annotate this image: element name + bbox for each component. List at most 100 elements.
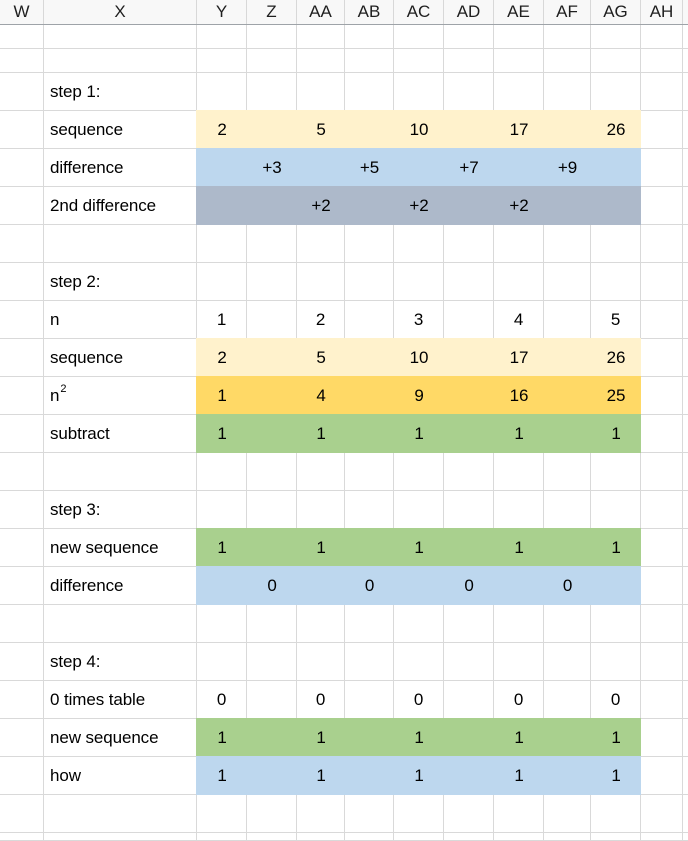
cell-AA-r6[interactable]: +2 [311,195,331,215]
cell-AD-r16[interactable]: 0 [464,575,474,595]
cell-W-r13[interactable] [0,453,44,490]
cell-AH-r12[interactable] [641,415,683,452]
cell-col13-r15[interactable] [683,529,688,566]
cell-AH-r20[interactable] [641,719,683,756]
cell-AA-r20[interactable]: 1 [316,727,326,747]
cell-AB-r20[interactable] [345,719,394,756]
col-header-AB[interactable]: AB [345,0,394,24]
cell-AA-r22[interactable] [297,795,345,832]
cell-Y-r9[interactable]: 1 [197,301,247,338]
cell-W-r20[interactable] [0,719,44,756]
cell-AF-r13[interactable] [544,453,591,490]
cell-AA-r9[interactable]: 2 [297,301,345,338]
cell-AE-r22[interactable] [494,795,544,832]
cell-AG-r14[interactable] [591,491,641,528]
cell-AC-r3[interactable] [394,73,444,110]
cell-AE-r20[interactable]: 1 [514,727,524,747]
cell-AA-r4[interactable]: 5 [316,119,326,139]
cell-AF-r17[interactable] [544,605,591,642]
cell-AA-r1[interactable] [297,25,345,48]
cell-col13-r23[interactable] [683,833,688,840]
cell-X-r9[interactable]: n [44,301,197,338]
cell-Y-r8[interactable] [197,263,247,300]
cell-col13-r18[interactable] [683,643,688,680]
cell-AB-r5[interactable]: +5 [359,157,380,177]
cell-AH-r7[interactable] [641,225,683,262]
cell-Z-r23[interactable] [247,833,297,840]
cell-Y-r2[interactable] [197,49,247,72]
cell-AC-r15[interactable]: 1 [414,537,424,557]
cell-AF-r18[interactable] [544,643,591,680]
cell-AF-r5[interactable]: +9 [557,157,578,177]
cell-AD-r12[interactable] [444,415,494,452]
cell-X-r22[interactable] [44,795,197,832]
cell-AB-r10[interactable] [345,339,394,376]
cell-AC-r12[interactable]: 1 [414,423,424,443]
cell-AD-r2[interactable] [444,49,494,72]
cell-AC-r10[interactable]: 10 [409,347,429,367]
cell-AE-r12[interactable]: 1 [514,423,524,443]
cell-AF-r12[interactable] [544,415,591,452]
cell-X-r4[interactable]: sequence [44,111,197,148]
cell-AD-r23[interactable] [444,833,494,840]
cell-W-r16[interactable] [0,567,44,604]
cell-W-r18[interactable] [0,643,44,680]
cell-Z-r4[interactable] [247,111,297,148]
cell-Z-r10[interactable] [247,339,297,376]
cell-AB-r1[interactable] [345,25,394,48]
cell-AG-r12[interactable]: 1 [611,423,621,443]
cell-AD-r17[interactable] [444,605,494,642]
cell-W-r23[interactable] [0,833,44,840]
cell-AH-r18[interactable] [641,643,683,680]
cell-AC-r7[interactable] [394,225,444,262]
cell-W-r8[interactable] [0,263,44,300]
cell-AH-r5[interactable] [641,149,683,186]
cell-AB-r4[interactable] [345,111,394,148]
cell-Z-r3[interactable] [247,73,297,110]
cell-AB-r6[interactable] [345,187,394,224]
cell-Z-r12[interactable] [247,415,297,452]
cell-AG-r2[interactable] [591,49,641,72]
cell-X-r13[interactable] [44,453,197,490]
cell-AC-r6[interactable]: +2 [409,195,429,215]
cell-AF-r4[interactable] [544,111,591,148]
cell-col13-r1[interactable] [683,25,688,48]
cell-X-r7[interactable] [44,225,197,262]
cell-AE-r17[interactable] [494,605,544,642]
cell-AG-r7[interactable] [591,225,641,262]
cell-AE-r19[interactable]: 0 [494,681,544,718]
cell-AD-r7[interactable] [444,225,494,262]
cell-Z-r1[interactable] [247,25,297,48]
cell-X-r19[interactable]: 0 times table [44,681,197,718]
cell-AD-r4[interactable] [444,111,494,148]
cell-AA-r3[interactable] [297,73,345,110]
cell-AD-r14[interactable] [444,491,494,528]
cell-Y-r21[interactable]: 1 [217,765,227,785]
cell-W-r2[interactable] [0,49,44,72]
cell-AD-r8[interactable] [444,263,494,300]
cell-AH-r16[interactable] [641,567,683,604]
cell-AA-r7[interactable] [297,225,345,262]
cell-AB-r21[interactable] [345,757,394,794]
cell-AB-r17[interactable] [345,605,394,642]
cell-Z-r2[interactable] [247,49,297,72]
cell-AH-r6[interactable] [641,187,683,224]
cell-Z-r7[interactable] [247,225,297,262]
cell-W-r4[interactable] [0,111,44,148]
cell-AE-r8[interactable] [494,263,544,300]
cell-col13-r5[interactable] [683,149,688,186]
cell-AE-r6[interactable]: +2 [509,195,529,215]
cell-col13-r20[interactable] [683,719,688,756]
cell-col13-r12[interactable] [683,415,688,452]
cell-W-r15[interactable] [0,529,44,566]
cell-col13-r13[interactable] [683,453,688,490]
cell-Y-r20[interactable]: 1 [217,727,227,747]
cell-AB-r13[interactable] [345,453,394,490]
cell-AC-r20[interactable]: 1 [414,727,424,747]
cell-X-r10[interactable]: sequence [44,339,197,376]
cell-Z-r19[interactable] [247,681,297,718]
cell-AC-r23[interactable] [394,833,444,840]
cell-W-r10[interactable] [0,339,44,376]
cell-AF-r7[interactable] [544,225,591,262]
